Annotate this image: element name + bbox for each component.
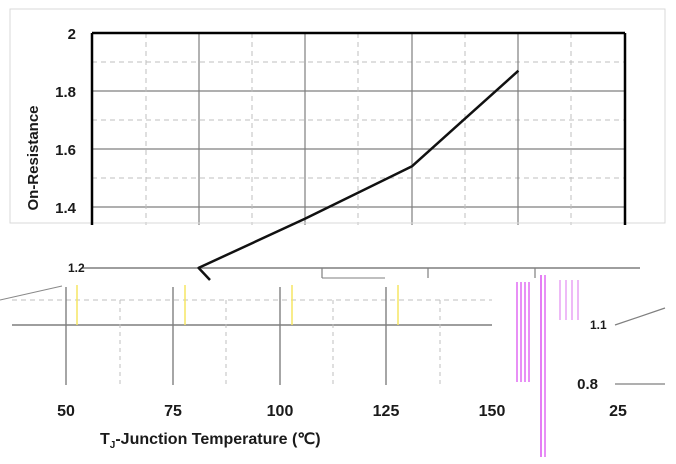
y-tick-label-lower: 0.8 xyxy=(577,376,598,393)
glitch-fragments-over: 1.2 1.1 xyxy=(0,261,607,457)
glitch-label-b: 1.1 xyxy=(590,318,607,332)
x-tick-label: 100 xyxy=(267,403,294,420)
x-tick-label-extra: 25 xyxy=(609,403,627,420)
y-tick-label: 1.8 xyxy=(55,84,76,101)
grid xyxy=(92,33,625,225)
outer-border xyxy=(10,9,665,223)
y-axis-label: On-Resistance xyxy=(25,105,42,210)
x-axis-label-rest: -Junction Temperature (℃) xyxy=(115,431,320,448)
glitch-fragments-under xyxy=(12,268,665,385)
series-line xyxy=(199,71,519,280)
x-tick-label: 75 xyxy=(164,403,182,420)
lower-right-diagonal xyxy=(615,308,665,325)
x-axis-label: TJ-Junction Temperature (℃) xyxy=(100,429,321,451)
y-tick-label: 1.6 xyxy=(55,142,76,159)
x-tick-label: 150 xyxy=(479,403,506,420)
series-path xyxy=(199,71,519,280)
x-axis-label-prefix: T xyxy=(100,431,110,448)
y-tick-label: 1.4 xyxy=(55,200,77,217)
plot-frame xyxy=(10,9,665,225)
x-tick-label: 50 xyxy=(57,403,75,420)
glitch-diagonal xyxy=(0,286,62,300)
x-tick-label: 125 xyxy=(373,403,400,420)
glitch-label-a: 1.2 xyxy=(68,261,85,275)
y-tick-label: 2 xyxy=(68,26,76,43)
